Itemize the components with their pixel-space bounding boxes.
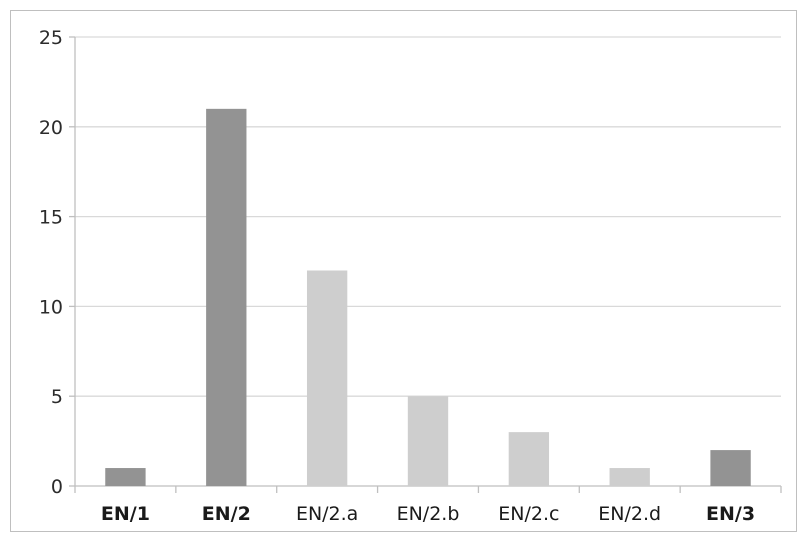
bar-en-2-b [407,396,449,486]
y-tick-label: 20 [39,117,63,139]
y-tick-labels: 0 5 10 15 20 25 [39,27,63,498]
y-tick-label: 15 [39,207,63,229]
x-category-label: EN/2 [202,503,251,525]
gridlines [75,36,781,397]
x-category-label: EN/2.a [296,503,358,525]
bar-en-2-c [508,432,550,486]
bar-en-2-d [609,468,650,486]
y-tick-label: 5 [51,386,63,408]
x-category-labels: EN/1 EN/2 EN/2.a EN/2.b EN/2.c EN/2.d EN/3 [101,503,755,525]
y-tick-label: 0 [51,476,63,498]
x-category-label: EN/2.b [397,503,460,525]
y-tick-label: 10 [39,296,63,318]
bars [105,108,751,486]
bar-en-2 [206,108,247,486]
chart-frame [10,10,797,532]
y-tick-label: 25 [39,27,63,49]
x-category-label: EN/2.c [498,503,559,525]
bar-en-2-a [306,270,348,486]
x-category-label: EN/2.d [598,503,661,525]
x-category-label: EN/3 [706,503,755,525]
bar-en-1 [105,468,146,486]
bar-en-3 [710,450,751,486]
x-category-label: EN/1 [101,503,150,525]
